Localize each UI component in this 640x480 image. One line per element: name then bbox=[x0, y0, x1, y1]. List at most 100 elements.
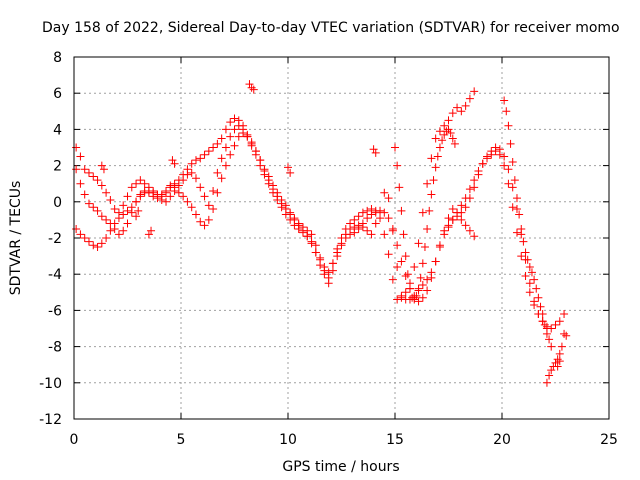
data-point bbox=[431, 134, 440, 143]
data-point bbox=[132, 212, 141, 221]
data-point bbox=[418, 281, 427, 290]
data-point bbox=[412, 291, 421, 300]
data-point bbox=[213, 139, 222, 148]
data-point bbox=[337, 239, 346, 248]
data-point bbox=[483, 154, 492, 163]
data-point bbox=[204, 201, 213, 210]
data-point bbox=[418, 208, 427, 217]
data-point bbox=[487, 150, 496, 159]
data-point bbox=[102, 215, 111, 224]
data-point bbox=[502, 107, 511, 116]
data-point bbox=[221, 125, 230, 134]
data-point bbox=[147, 226, 156, 235]
data-point bbox=[410, 262, 419, 271]
data-point bbox=[517, 224, 526, 233]
data-point bbox=[84, 168, 93, 177]
data-point bbox=[114, 214, 123, 223]
data-point bbox=[132, 179, 141, 188]
data-point bbox=[358, 219, 367, 228]
data-point bbox=[346, 230, 355, 239]
data-point bbox=[97, 161, 106, 170]
data-point bbox=[453, 103, 462, 112]
data-point bbox=[517, 252, 526, 261]
data-point bbox=[538, 310, 547, 319]
data-point bbox=[213, 168, 222, 177]
data-point bbox=[200, 150, 209, 159]
data-point bbox=[530, 275, 539, 284]
data-point bbox=[401, 252, 410, 261]
data-point bbox=[183, 197, 192, 206]
data-point bbox=[521, 272, 530, 281]
data-point bbox=[401, 288, 410, 297]
data-point bbox=[187, 159, 196, 168]
data-point bbox=[217, 134, 226, 143]
data-point bbox=[84, 199, 93, 208]
data-point bbox=[557, 342, 566, 351]
data-point bbox=[245, 80, 254, 89]
data-point bbox=[506, 139, 515, 148]
y-axis-label: SDTVAR / TECUs bbox=[8, 181, 24, 296]
data-point bbox=[435, 241, 444, 250]
data-point bbox=[157, 190, 166, 199]
data-point bbox=[89, 172, 98, 181]
series-track-d bbox=[444, 147, 551, 333]
data-point bbox=[320, 270, 329, 279]
data-point bbox=[102, 188, 111, 197]
data-point bbox=[478, 159, 487, 168]
data-point bbox=[316, 255, 325, 264]
data-point bbox=[166, 181, 175, 190]
data-point bbox=[132, 197, 141, 206]
data-point bbox=[350, 215, 359, 224]
data-point bbox=[555, 349, 564, 358]
data-point bbox=[504, 165, 513, 174]
data-point bbox=[525, 279, 534, 288]
series-track-b bbox=[72, 121, 479, 304]
data-point bbox=[354, 212, 363, 221]
data-point bbox=[249, 85, 258, 94]
data-point bbox=[393, 295, 402, 304]
data-point bbox=[89, 241, 98, 250]
data-point bbox=[354, 224, 363, 233]
series-track-g bbox=[391, 125, 459, 304]
data-point bbox=[328, 259, 337, 268]
data-point bbox=[444, 116, 453, 125]
data-point bbox=[399, 230, 408, 239]
data-point bbox=[196, 154, 205, 163]
data-point bbox=[226, 118, 235, 127]
data-point bbox=[119, 226, 128, 235]
data-point bbox=[110, 219, 119, 228]
data-point bbox=[234, 132, 243, 141]
data-point bbox=[553, 362, 562, 371]
data-point bbox=[380, 188, 389, 197]
data-point bbox=[425, 206, 434, 215]
data-point bbox=[547, 366, 556, 375]
data-point bbox=[221, 143, 230, 152]
y-tick-label: 0 bbox=[53, 195, 62, 211]
data-point bbox=[562, 331, 571, 340]
data-point bbox=[551, 320, 560, 329]
y-tick-label: -2 bbox=[48, 231, 62, 247]
data-point bbox=[542, 329, 551, 338]
data-point bbox=[393, 262, 402, 271]
data-point bbox=[134, 206, 143, 215]
data-point bbox=[403, 270, 412, 279]
data-point bbox=[512, 228, 521, 237]
data-point bbox=[174, 181, 183, 190]
x-tick-label: 20 bbox=[493, 432, 511, 448]
y-tick-labels: -12 -10 -8 -6 -4 -2 0 2 4 6 8 bbox=[39, 50, 62, 428]
data-point bbox=[465, 185, 474, 194]
data-point bbox=[371, 148, 380, 157]
data-point bbox=[72, 224, 81, 233]
data-point bbox=[226, 132, 235, 141]
data-point bbox=[187, 168, 196, 177]
data-point bbox=[515, 210, 524, 219]
data-point bbox=[508, 203, 517, 212]
data-point bbox=[495, 150, 504, 159]
data-point bbox=[457, 201, 466, 210]
data-point bbox=[461, 221, 470, 230]
data-point bbox=[534, 293, 543, 302]
data-point bbox=[500, 96, 509, 105]
data-point bbox=[358, 208, 367, 217]
data-point bbox=[303, 232, 312, 241]
data-point bbox=[457, 215, 466, 224]
